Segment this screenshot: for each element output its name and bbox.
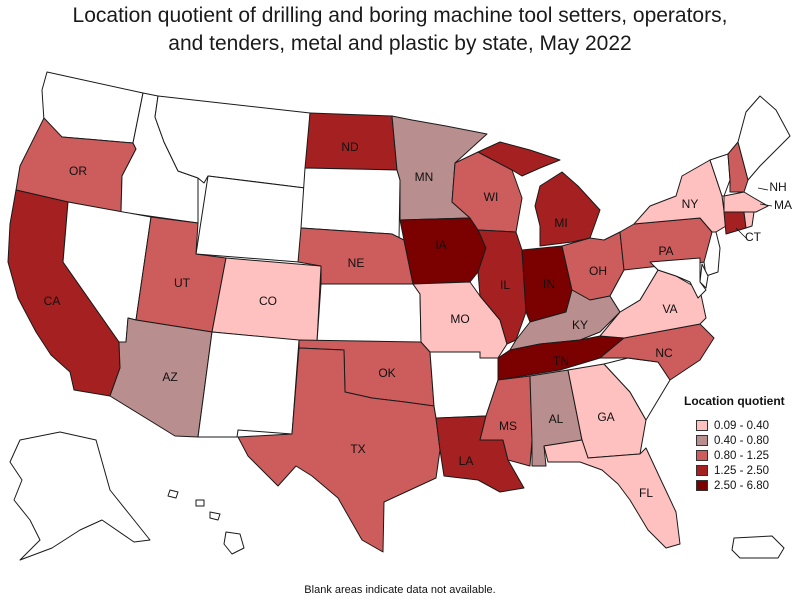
state-PR[interactable] xyxy=(731,535,785,559)
state-MI[interactable] xyxy=(477,141,601,247)
legend-swatch xyxy=(696,480,708,491)
state-label-CO: CO xyxy=(259,294,277,308)
state-RI[interactable] xyxy=(743,211,755,229)
state-HI[interactable] xyxy=(167,489,245,555)
state-CT[interactable] xyxy=(723,211,747,235)
state-label-NH: NH xyxy=(769,180,786,194)
state-label-FL: FL xyxy=(639,486,653,500)
state-label-ND: ND xyxy=(341,140,359,154)
state-label-OR: OR xyxy=(69,164,87,178)
state-label-IN: IN xyxy=(543,277,555,291)
state-label-UT: UT xyxy=(174,276,191,290)
state-MD[interactable] xyxy=(649,257,707,299)
state-label-CA: CA xyxy=(44,294,61,308)
state-label-TN: TN xyxy=(553,354,569,368)
state-label-VA: VA xyxy=(662,302,677,316)
state-label-NY: NY xyxy=(682,197,699,211)
state-WY[interactable] xyxy=(195,175,306,263)
state-label-IL: IL xyxy=(500,278,510,292)
state-label-MS: MS xyxy=(499,419,517,433)
state-VT[interactable] xyxy=(709,153,731,197)
map-title-line2: and tenders, metal and plastic by state,… xyxy=(168,32,632,55)
map-title: Location quotient of drilling and boring… xyxy=(0,2,800,58)
state-label-MN: MN xyxy=(415,170,434,184)
state-MA[interactable] xyxy=(723,191,769,213)
state-TX[interactable] xyxy=(237,347,441,553)
state-KS[interactable] xyxy=(316,283,422,343)
legend-item: 0.80 - 1.25 xyxy=(684,448,794,463)
state-label-MO: MO xyxy=(450,312,469,326)
state-label-PA: PA xyxy=(658,244,673,258)
legend-swatch xyxy=(696,435,708,446)
state-FL[interactable] xyxy=(543,439,681,549)
state-callouts xyxy=(735,187,773,239)
state-DE[interactable] xyxy=(699,263,709,289)
state-label-MA: MA xyxy=(774,198,792,212)
state-label-MI: MI xyxy=(554,216,567,230)
legend-title: Location quotient xyxy=(684,394,785,408)
state-label-IA: IA xyxy=(435,238,446,252)
state-label-AL: AL xyxy=(549,412,564,426)
legend-item: 0.09 - 0.40 xyxy=(684,418,794,433)
state-AR[interactable] xyxy=(429,351,499,419)
state-label-WI: WI xyxy=(484,190,499,204)
state-label-OH: OH xyxy=(589,264,607,278)
state-label-CT: CT xyxy=(745,230,762,244)
state-IL[interactable] xyxy=(477,229,527,345)
legend-label: 0.40 - 0.80 xyxy=(714,434,769,447)
state-NM[interactable] xyxy=(197,331,300,438)
legend-item: 2.50 - 6.80 xyxy=(684,478,794,493)
legend-swatch xyxy=(696,450,708,461)
state-label-NC: NC xyxy=(655,346,673,360)
state-NJ[interactable] xyxy=(703,231,721,277)
state-AK[interactable] xyxy=(9,431,151,561)
state-label-GA: GA xyxy=(597,410,614,424)
legend-label: 2.50 - 6.80 xyxy=(714,479,769,492)
state-ME[interactable] xyxy=(737,95,791,181)
legend-swatch xyxy=(696,420,708,431)
map-title-line1: Location quotient of drilling and boring… xyxy=(72,4,728,27)
legend-item: 0.40 - 0.80 xyxy=(684,433,794,448)
legend: Location quotient 0.09 - 0.40 0.40 - 0.80… xyxy=(684,394,794,493)
footnote: Blank areas indicate data not available. xyxy=(304,584,496,596)
legend-item: 1.25 - 2.50 xyxy=(684,463,794,478)
state-label-KY: KY xyxy=(572,318,588,332)
legend-rows: 0.09 - 0.40 0.40 - 0.80 0.80 - 1.25 1.25 - … xyxy=(684,418,794,493)
legend-swatch xyxy=(696,465,708,476)
legend-label: 1.25 - 2.50 xyxy=(714,464,769,477)
state-label-AZ: AZ xyxy=(162,370,177,384)
state-label-TX: TX xyxy=(350,442,365,456)
state-label-LA: LA xyxy=(459,454,474,468)
legend-label: 0.09 - 0.40 xyxy=(714,419,769,432)
legend-label: 0.80 - 1.25 xyxy=(714,449,769,462)
state-label-OK: OK xyxy=(378,366,395,380)
state-label-NE: NE xyxy=(348,256,365,270)
